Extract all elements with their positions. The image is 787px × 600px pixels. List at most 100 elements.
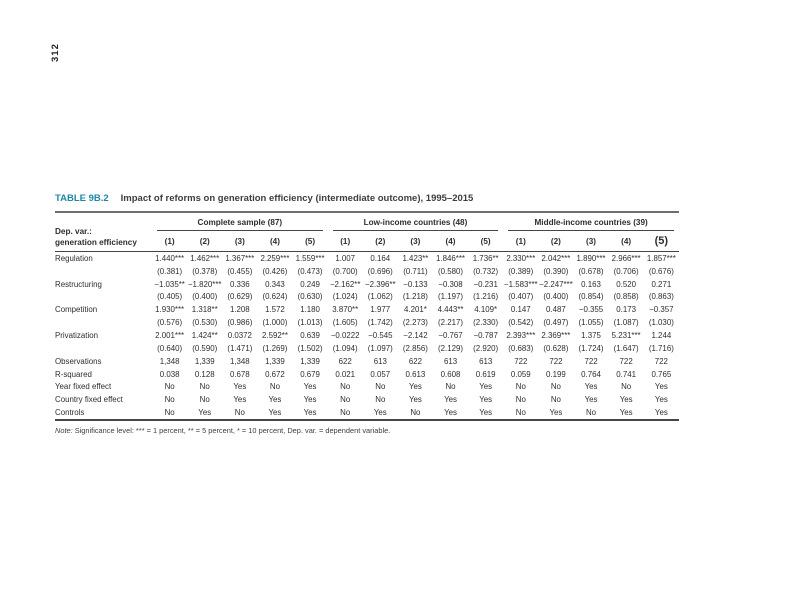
- coefficient-cell: No: [375, 395, 386, 405]
- stderr-cell: (0.863): [648, 292, 674, 302]
- coefficient-cell: −1.035**: [154, 279, 185, 289]
- table-label: TABLE 9B.2: [55, 193, 109, 204]
- stderr-cell: (0.576): [157, 318, 183, 328]
- coefficient-cell: 0.613: [405, 369, 426, 379]
- stderr-cell: (1.000): [262, 318, 288, 328]
- coefficient-cell: No: [340, 395, 351, 405]
- coefficient-cell: 0.343: [265, 279, 285, 289]
- coefficient-cell: No: [340, 382, 351, 392]
- stderr-cell: (0.378): [192, 266, 218, 276]
- coefficient-cell: 1.462***: [190, 253, 220, 263]
- coefficient-cell: No: [550, 382, 561, 392]
- note-text: Significance level: *** = 1 percent, ** …: [72, 426, 391, 436]
- coefficient-cell: No: [234, 408, 245, 418]
- column-header: (1): [327, 231, 363, 252]
- stderr-cell: (0.683): [508, 343, 534, 353]
- stderr-cell: (1.647): [613, 343, 639, 353]
- stderr-cell: (0.542): [508, 318, 534, 328]
- row-label: Restructuring: [55, 279, 102, 289]
- coefficient-cell: 1,339: [300, 356, 320, 366]
- coefficient-cell: −0.308: [438, 279, 463, 289]
- coefficient-cell: 1.846***: [436, 253, 465, 263]
- coefficient-cell: 622: [338, 356, 352, 366]
- coefficient-cell: No: [164, 408, 175, 418]
- row-label: R-squared: [55, 369, 92, 379]
- coefficient-cell: 0.021: [335, 369, 356, 379]
- coefficient-cell: Yes: [268, 408, 282, 418]
- coefficient-cell: 613: [373, 356, 387, 366]
- stderr-cell: (2.856): [402, 343, 428, 353]
- coefficient-cell: Yes: [619, 395, 633, 405]
- table-caption: TABLE 9B.2 Impact of reforms on generatio…: [55, 193, 679, 204]
- dep-var-line2: generation efficiency: [55, 237, 137, 247]
- stderr-cell: (0.400): [192, 292, 218, 302]
- coefficient-cell: No: [199, 395, 210, 405]
- group-header-low-income: Low-income countries (48): [328, 212, 504, 231]
- stderr-cell: (1.055): [578, 318, 604, 328]
- coefficient-cell: 1.208: [229, 305, 250, 315]
- table-title: Impact of reforms on generation efficien…: [120, 193, 474, 204]
- column-header: (4): [257, 231, 293, 252]
- coefficient-cell: 0.765: [651, 369, 672, 379]
- stderr-cell: (1.724): [578, 343, 604, 353]
- stderr-cell: (1.605): [332, 318, 358, 328]
- coefficient-cell: 0.764: [581, 369, 601, 379]
- regression-table: Dep. var.: generation efficiency Complet…: [55, 211, 679, 422]
- coefficient-cell: −0.0222: [330, 331, 360, 341]
- table-note: Note: Significance level: *** = 1 percen…: [55, 426, 679, 435]
- stderr-cell: (0.590): [192, 343, 218, 353]
- column-header: (3): [397, 231, 433, 252]
- coefficient-cell: −2.396**: [365, 279, 396, 289]
- table-row-stderr: (0.640) (0.590) (1.471) (1.269) (1.502) (1.09…: [55, 342, 679, 355]
- coefficient-cell: Yes: [654, 382, 668, 392]
- coefficient-cell: Yes: [479, 382, 493, 392]
- coefficient-cell: No: [621, 382, 632, 392]
- stderr-cell: (0.858): [613, 292, 639, 302]
- coefficient-cell: 1.424**: [191, 331, 218, 341]
- group-header-row: Dep. var.: generation efficiency Complet…: [55, 212, 679, 252]
- stderr-cell: (0.381): [157, 266, 183, 276]
- coefficient-cell: Yes: [198, 408, 212, 418]
- coefficient-cell: 0.164: [370, 253, 391, 263]
- coefficient-cell: Yes: [619, 408, 633, 418]
- coefficient-cell: 1.367***: [225, 253, 255, 263]
- stderr-cell: (2.330): [473, 318, 499, 328]
- coefficient-cell: 1.572: [265, 305, 285, 315]
- table-row: R-squared 0.038 0.128 0.678 0.672 0.679 0.021 0…: [55, 368, 679, 381]
- column-header: (2): [538, 231, 574, 252]
- table-row-stderr: (0.381) (0.378) (0.455) (0.426) (0.473) (0.70…: [55, 265, 679, 278]
- page-number: 312: [50, 43, 61, 62]
- stderr-cell: (1.218): [402, 292, 428, 302]
- stderr-cell: (0.426): [262, 266, 288, 276]
- stderr-cell: (1.216): [473, 292, 499, 302]
- stderr-cell: (0.624): [262, 292, 288, 302]
- stderr-cell: (0.640): [157, 343, 183, 353]
- coefficient-cell: 2.592**: [262, 331, 288, 341]
- coefficient-cell: No: [340, 408, 351, 418]
- row-label: Regulation: [55, 253, 93, 263]
- coefficient-cell: 0.173: [616, 305, 636, 315]
- coefficient-cell: Yes: [268, 395, 282, 405]
- coefficient-cell: No: [585, 408, 597, 418]
- group-header-complete-sample: Complete sample (87): [152, 212, 328, 231]
- coefficient-cell: Yes: [479, 395, 493, 405]
- column-header: (5): [643, 231, 679, 252]
- stderr-cell: (0.405): [157, 292, 183, 302]
- coefficient-cell: 2.330***: [506, 253, 536, 263]
- coefficient-cell: 722: [514, 356, 528, 366]
- stderr-cell: (0.732): [473, 266, 499, 276]
- table-row: Observations 1,348 1,339 1,348 1,339 1,339 622…: [55, 355, 679, 368]
- coefficient-cell: Yes: [408, 395, 422, 405]
- coefficient-cell: 0.059: [510, 369, 531, 379]
- stderr-cell: (0.407): [508, 292, 534, 302]
- coefficient-cell: 0.336: [229, 279, 250, 289]
- coefficient-cell: 0.608: [440, 369, 461, 379]
- coefficient-cell: No: [515, 382, 526, 392]
- coefficient-cell: 722: [549, 356, 563, 366]
- stderr-cell: (0.678): [578, 266, 604, 276]
- stderr-cell: (0.711): [403, 266, 428, 276]
- coefficient-cell: 622: [408, 356, 422, 366]
- table-9b2-block: TABLE 9B.2 Impact of reforms on generatio…: [55, 193, 679, 435]
- coefficient-cell: 613: [479, 356, 493, 366]
- coefficient-cell: 0.741: [616, 369, 636, 379]
